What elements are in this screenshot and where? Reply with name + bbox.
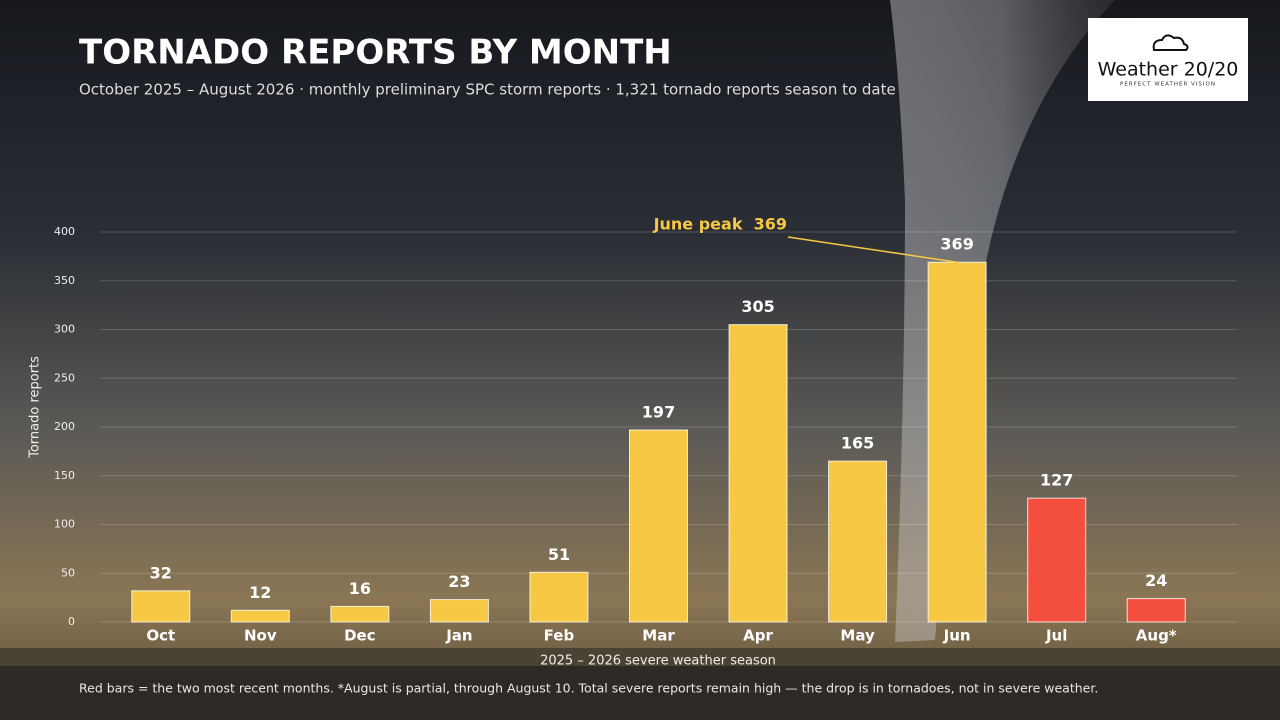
annotation: June peak 369 <box>653 215 787 234</box>
chart-title: TORNADO REPORTS BY MONTH <box>79 33 672 73</box>
value-label: 12 <box>249 583 271 602</box>
value-label: 197 <box>642 402 675 421</box>
x-tick-label: Apr <box>743 627 773 645</box>
value-label: 369 <box>940 235 973 254</box>
bar <box>1027 497 1087 623</box>
x-tick-label: Feb <box>544 627 575 645</box>
bar <box>728 324 788 623</box>
bar <box>330 605 390 623</box>
y-axis-label: Tornado reports <box>28 356 43 459</box>
bar <box>828 460 888 623</box>
y-tick-label: 250 <box>54 371 75 384</box>
x-tick-label: Jul <box>1045 627 1067 645</box>
bar <box>1126 598 1186 623</box>
annotation-line <box>787 236 958 263</box>
value-label: 16 <box>349 579 371 598</box>
bar <box>429 599 489 623</box>
logo-cloud <box>1152 34 1189 51</box>
x-tick-label: Jun <box>943 627 971 645</box>
logo-name: Weather 20/20 <box>1098 59 1239 81</box>
x-tick-label: Dec <box>344 627 376 645</box>
y-tick-label: 100 <box>54 518 75 531</box>
bar <box>629 429 688 623</box>
logo-box <box>1088 18 1248 101</box>
y-tick-label: 50 <box>61 566 75 579</box>
x-tick-label: Jan <box>445 627 472 645</box>
y-tick-label: 400 <box>54 225 75 238</box>
value-label: 165 <box>841 434 874 453</box>
bar <box>131 590 191 623</box>
x-tick-label: Oct <box>146 627 175 645</box>
y-tick-label: 0 <box>68 615 75 628</box>
y-tick-label: 300 <box>54 323 75 336</box>
y-tick-label: 200 <box>54 420 75 433</box>
x-tick-label: May <box>840 627 875 645</box>
axis-band <box>0 648 1280 666</box>
value-label: 24 <box>1145 571 1167 590</box>
y-tick-label: 350 <box>54 274 75 287</box>
footnote: Red bars = the two most recent months. *… <box>79 681 1098 696</box>
x-tick-label: Nov <box>244 627 277 645</box>
x-tick-label: Aug* <box>1136 627 1177 645</box>
x-tick-label: Mar <box>642 627 675 645</box>
bar <box>230 609 290 623</box>
bar <box>927 261 987 623</box>
value-label: 305 <box>741 297 774 316</box>
value-label: 127 <box>1040 471 1073 490</box>
x-axis-label: 2025 – 2026 severe weather season <box>540 654 776 669</box>
bar <box>529 571 589 623</box>
y-tick-label: 150 <box>54 469 75 482</box>
value-label: 32 <box>150 563 172 582</box>
subtitle: October 2025 – August 2026 · monthly pre… <box>79 81 896 99</box>
value-label: 51 <box>548 545 570 564</box>
logo-tagline: PERFECT WEATHER VISION <box>1120 82 1216 88</box>
footer <box>0 666 1280 720</box>
value-label: 23 <box>448 572 470 591</box>
